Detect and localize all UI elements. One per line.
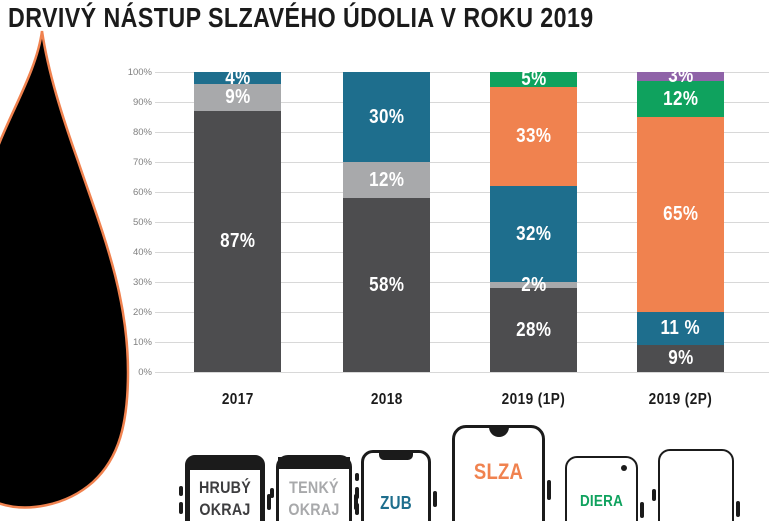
x-axis-label-text: 2017: [221, 391, 254, 408]
bar-segment-label: 32%: [515, 222, 552, 245]
bar-column-2019-1P-: 28% 2% 32% 33% 5%: [490, 68, 577, 372]
notch-icon: [379, 452, 413, 460]
x-axis-label-text: 2019 (1P): [501, 391, 566, 408]
side-button-icon: [179, 502, 183, 514]
bar-segment-label: 12%: [662, 87, 699, 110]
bar-segment-label: 3%: [667, 65, 694, 87]
side-button-icon: [736, 501, 740, 517]
legend-label-punch-hole: DIERA: [579, 493, 624, 510]
bar-segment: 2%: [490, 274, 577, 296]
x-axis-label: 2019 (1P): [464, 391, 604, 409]
bar-segment: 12%: [637, 81, 724, 117]
bar-segment-label: 2%: [520, 273, 547, 296]
bar-segment: 30%: [343, 72, 430, 162]
x-axis-label: 2018: [317, 391, 457, 409]
bar-segment-label: 12%: [368, 168, 405, 191]
side-button-icon: [355, 503, 359, 515]
gridline: [155, 192, 769, 193]
bar-segment: 28%: [490, 288, 577, 372]
bar-segment: 32%: [490, 186, 577, 282]
gridline: [155, 132, 769, 133]
gridline: [155, 222, 769, 223]
gridline: [155, 372, 769, 373]
punch-hole-icon: [621, 465, 627, 471]
page-title: DRVIVÝ NÁSTUP SLZAVÉHO ÚDOLIA V ROKU 201…: [8, 2, 594, 33]
bar-segment-label: 33%: [515, 125, 552, 147]
bar-column-2018: 58% 12% 30%: [343, 72, 430, 372]
legend-phone-punch-hole: DIERA: [565, 456, 644, 521]
bar-segment: 58%: [343, 198, 430, 372]
bar-segment: 3%: [637, 65, 724, 87]
thick-bezel-icon: [189, 459, 261, 470]
y-axis-tick-label: 10%: [132, 337, 152, 348]
y-axis-tick-label: 90%: [132, 97, 152, 108]
bar-segment: 65%: [637, 117, 724, 312]
legend-phone-plain: [652, 449, 740, 521]
legend-phone-notch: ZUB: [355, 450, 437, 521]
bar-segment: 87%: [194, 111, 281, 372]
y-axis-tick-label: 80%: [132, 127, 152, 138]
y-axis-tick-label: 30%: [132, 277, 152, 288]
bar-column-2017: 87% 9% 4%: [194, 67, 281, 372]
bar-column-2019-2P-: 9% 11 % 65% 12% 3%: [637, 65, 724, 372]
legend-phone-thin-bezel: TENKÝ OKRAJ: [270, 455, 358, 521]
y-axis-tick-label: 0%: [138, 367, 152, 378]
gridline: [155, 282, 769, 283]
bar-segment-label: 28%: [515, 318, 552, 341]
gridline: [155, 342, 769, 343]
gridline: [155, 312, 769, 313]
gridline: [155, 252, 769, 253]
bar-segment-label: 4%: [224, 66, 251, 89]
side-button-icon: [267, 494, 271, 510]
bar-segment-label: 5%: [520, 68, 547, 90]
bar-segment: 4%: [194, 67, 281, 89]
legend-label-thick-bezel: HRUBÝ OKRAJ: [198, 478, 252, 519]
side-button-icon: [179, 486, 183, 496]
bar-segment: 11 %: [637, 312, 724, 345]
legend-phone-teardrop: SLZA: [452, 425, 551, 521]
legend-label-teardrop: SLZA: [473, 459, 524, 484]
bar-segment-label: 9%: [224, 86, 251, 108]
y-axis-tick-label: 100%: [127, 67, 152, 78]
side-button-icon: [354, 494, 358, 510]
side-button-icon: [652, 489, 656, 501]
bar-segment: 9%: [637, 345, 724, 372]
bar-segment-label: 65%: [662, 203, 699, 225]
gridline: [155, 102, 769, 103]
bar-segment-label: 58%: [368, 273, 405, 296]
legend-label-notch: ZUB: [380, 493, 412, 513]
x-axis-label-text: 2019 (2P): [648, 391, 713, 408]
y-axis-tick-label: 60%: [132, 187, 152, 198]
side-button-icon: [355, 487, 359, 499]
bar-segment: 9%: [194, 84, 281, 111]
teardrop-notch-icon: [488, 427, 509, 437]
x-axis-label: 2019 (2P): [611, 391, 751, 409]
side-button-icon: [270, 488, 274, 498]
y-axis-tick-label: 40%: [132, 247, 152, 258]
side-button-icon: [433, 491, 437, 507]
side-button-icon: [355, 473, 359, 481]
bar-segment-label: 9%: [667, 347, 694, 369]
y-axis-tick-label: 70%: [132, 157, 152, 168]
legend-label-thin-bezel: TENKÝ OKRAJ: [288, 478, 340, 519]
y-axis-tick-label: 50%: [132, 217, 152, 228]
gridline: [155, 162, 769, 163]
bar-segment: 5%: [490, 68, 577, 90]
bar-segment-label: 87%: [219, 230, 256, 252]
bar-segment-label: 11 %: [660, 317, 701, 339]
side-button-icon: [640, 502, 644, 518]
bar-segment-label: 30%: [368, 105, 405, 128]
y-axis-tick-label: 20%: [132, 307, 152, 318]
gridline: [155, 72, 769, 73]
side-button-icon: [547, 480, 551, 500]
bar-segment: 33%: [490, 87, 577, 186]
x-axis-label-text: 2018: [370, 391, 403, 408]
x-axis-label: 2017: [168, 391, 308, 409]
legend-phone-thick-bezel: HRUBÝ OKRAJ: [179, 455, 271, 521]
thin-bezel-icon: [278, 457, 350, 469]
bar-segment: 12%: [343, 162, 430, 198]
